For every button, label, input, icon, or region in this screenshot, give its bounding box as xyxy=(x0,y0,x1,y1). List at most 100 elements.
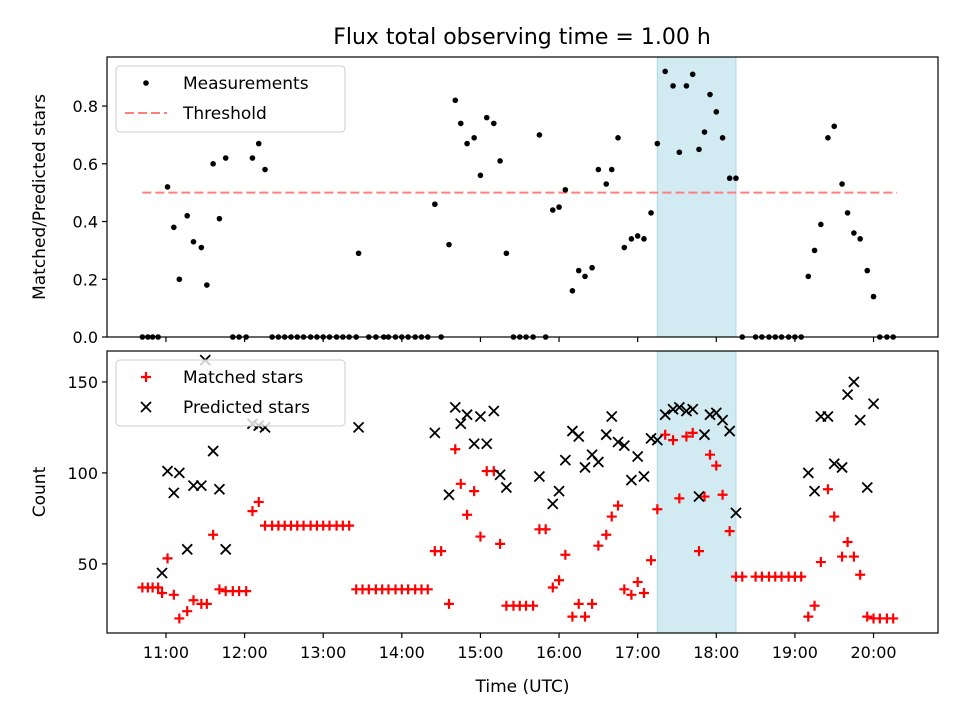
matched-point xyxy=(573,598,584,609)
predicted-point xyxy=(687,403,699,415)
predicted-point xyxy=(559,454,571,466)
predicted-point xyxy=(802,467,814,479)
measurement-point xyxy=(641,236,647,242)
measurement-point xyxy=(648,210,654,216)
measurement-point xyxy=(589,264,595,271)
predicted-point xyxy=(704,409,716,421)
y-tick-label: 0.0 xyxy=(73,328,98,347)
x-tick-label: 17:00 xyxy=(615,643,661,662)
matched-point xyxy=(528,600,539,611)
measurement-point xyxy=(432,201,438,208)
measurement-point xyxy=(198,244,205,251)
matched-point xyxy=(711,460,722,471)
matched-point xyxy=(681,431,692,442)
matched-point xyxy=(809,600,820,611)
measurement-point xyxy=(483,114,490,121)
predicted-point xyxy=(651,434,663,446)
measurement-point xyxy=(569,288,576,294)
predicted-point xyxy=(698,429,711,441)
matched-point xyxy=(182,606,193,617)
predicted-point xyxy=(724,425,736,437)
y-axis-label: Count xyxy=(30,466,50,517)
matched-point xyxy=(580,611,591,622)
measurement-point xyxy=(164,184,171,190)
measurement-point xyxy=(615,135,621,141)
measurement-point xyxy=(556,204,562,210)
matched-point xyxy=(674,493,685,504)
measurement-point xyxy=(733,175,739,182)
predicted-point xyxy=(195,479,207,492)
matched-point xyxy=(724,526,735,537)
predicted-point xyxy=(836,461,848,474)
measurement-point xyxy=(452,97,459,104)
matched-point xyxy=(652,504,663,515)
y-tick-label: 50 xyxy=(78,555,98,574)
measurement-point xyxy=(683,83,690,89)
measurement-point xyxy=(262,166,268,173)
matched-point xyxy=(475,531,486,542)
legend-label: Threshold xyxy=(182,104,267,124)
measurement-point xyxy=(497,158,503,164)
matched-point xyxy=(822,484,833,495)
matched-point xyxy=(162,553,173,564)
predicted-point xyxy=(693,490,705,503)
legend-label: Matched stars xyxy=(183,368,303,388)
matched-point xyxy=(613,500,624,511)
matched-point xyxy=(168,589,179,600)
measurement-point xyxy=(707,91,713,98)
predicted-point xyxy=(220,543,232,555)
measurement-point xyxy=(603,181,610,187)
predicted-point xyxy=(716,414,729,426)
predicted-point xyxy=(632,450,644,463)
predicted-point xyxy=(861,481,873,494)
measurement-point xyxy=(831,123,838,130)
matched-point xyxy=(450,444,461,455)
matched-point xyxy=(606,511,617,522)
matched-point xyxy=(214,584,225,595)
matched-point xyxy=(455,478,466,489)
measurement-point xyxy=(608,166,615,173)
matched-point xyxy=(842,537,853,548)
predicted-point xyxy=(625,474,638,486)
measurement-point xyxy=(662,68,668,75)
matched-point xyxy=(247,506,258,517)
matched-point xyxy=(174,613,185,624)
measurement-point xyxy=(491,120,497,127)
y-tick-label: 0.2 xyxy=(73,270,98,289)
y-tick-label: 0.6 xyxy=(73,155,98,174)
measurement-point xyxy=(864,267,871,274)
predicted-point xyxy=(592,456,605,468)
measurement-point xyxy=(696,146,702,153)
matched-point xyxy=(495,538,506,549)
matched-point xyxy=(443,598,454,609)
measurement-point xyxy=(839,181,845,187)
measurement-point xyxy=(805,273,812,280)
matched-point xyxy=(803,611,814,622)
predicted-point xyxy=(449,401,461,414)
matched-point xyxy=(462,509,473,520)
matched-point xyxy=(253,497,264,508)
measurement-point xyxy=(210,161,216,167)
predicted-point xyxy=(667,403,679,415)
matched-point xyxy=(422,584,433,595)
predicted-point xyxy=(618,439,630,452)
measurement-point xyxy=(355,250,362,257)
predicted-point xyxy=(547,498,559,510)
measurement-point xyxy=(171,224,177,231)
matched-point xyxy=(837,551,848,562)
x-axis-label: Time (UTC) xyxy=(475,677,570,697)
matched-point xyxy=(560,549,571,560)
matched-point xyxy=(587,598,598,609)
y-tick-label: 0.8 xyxy=(73,97,98,116)
x-tick-label: 15:00 xyxy=(457,643,503,662)
matched-point xyxy=(829,511,840,522)
legend-label: Measurements xyxy=(183,74,309,94)
predicted-point xyxy=(645,432,657,444)
measurement-point xyxy=(477,172,484,179)
matched-point xyxy=(157,587,168,598)
legend-predicted-marker xyxy=(140,401,152,413)
measurement-point xyxy=(190,238,197,245)
measurement-point xyxy=(471,135,477,141)
matched-point xyxy=(540,524,551,535)
